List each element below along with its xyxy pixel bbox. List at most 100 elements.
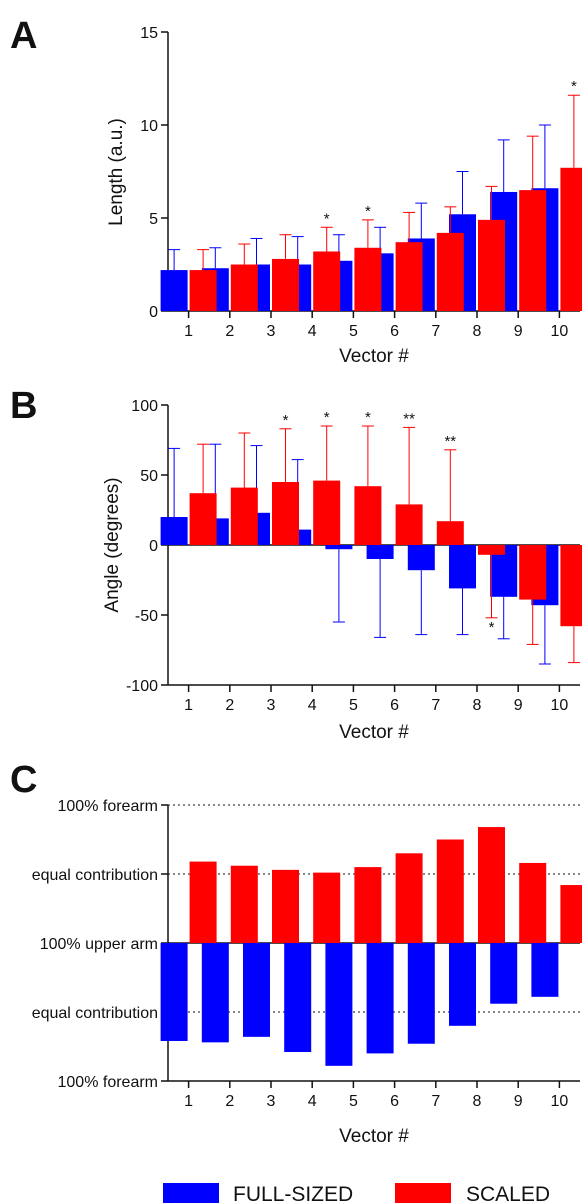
panel-c-x-tick-label: 4 [308, 1093, 317, 1110]
panel-a-letter: A [10, 15, 37, 57]
legend: FULL-SIZED SCALED [163, 1183, 550, 1203]
panel-c-bar-scaled [436, 839, 464, 943]
panel-b-bar-full [366, 545, 394, 559]
panel-b-x-tick-label: 5 [349, 697, 358, 714]
panel-c-bar-full [325, 943, 353, 1066]
panel-c-bar-full [449, 943, 476, 1026]
panel-c-y-tick-label: 100% forearm [58, 1074, 159, 1091]
panel-c-x-tick-label: 5 [349, 1093, 358, 1110]
panel-b-significance-marker: ** [403, 410, 415, 427]
panel-b-x-tick-label: 1 [184, 697, 193, 714]
panel-c-bar-scaled [272, 869, 299, 943]
panel-b-x-tick-label: 7 [431, 697, 440, 714]
panel-c-bar-scaled [478, 827, 505, 943]
panel-c-bar-scaled [395, 853, 423, 943]
panel-a-bar-scaled [230, 264, 258, 311]
panel-b-significance-marker: * [283, 412, 289, 429]
panel-a-xlabel: Vector # [339, 346, 409, 367]
panel-a-bar-scaled [478, 219, 505, 311]
panel-b-bar-scaled [354, 486, 382, 545]
panel-b-x-tick-label: 3 [267, 697, 276, 714]
panel-c-x-tick-label: 1 [184, 1093, 193, 1110]
panel-c-x-tick-label: 3 [267, 1093, 276, 1110]
panel-b-bar-scaled [395, 504, 423, 545]
panel-a-x-tick-label: 7 [431, 323, 440, 340]
panel-b-bar-scaled [313, 480, 341, 545]
panel-c-y-tick-label: 100% upper arm [40, 936, 158, 953]
panel-c-x-tick-label: 9 [514, 1093, 523, 1110]
panel-a-y-tick-label: 15 [140, 25, 158, 42]
panel-b-significance-marker: ** [444, 433, 456, 450]
panel-a-bar-scaled [436, 232, 464, 311]
panel-a-x-tick-label: 8 [473, 323, 482, 340]
panel-c-bar-scaled [560, 885, 582, 943]
panel-a-bar-scaled [354, 247, 382, 311]
panel-c-bar-full [284, 943, 312, 1053]
panel-c-y-tick-label: equal contribution [32, 867, 158, 884]
panel-a-y-tick-label: 10 [140, 118, 158, 135]
panel-b-bar-scaled [519, 545, 547, 600]
panel-c-bar-full [201, 943, 229, 1043]
panel-a-x-tick-label: 1 [184, 323, 193, 340]
panel-c-bar-full [160, 943, 188, 1041]
panel-b-bar-full [325, 545, 353, 550]
panel-c-bar-full [243, 943, 270, 1037]
panel-c-plot: 100% forearm equal contribution 100% upper… [32, 798, 582, 1110]
panel-a-bar-scaled [519, 190, 547, 311]
panel-c-bar-scaled [230, 865, 258, 943]
panel-b-x-tick-label: 4 [308, 697, 317, 714]
panel-b-y-tick-label: 50 [140, 468, 158, 485]
panel-b-x-tick-label: 2 [225, 697, 234, 714]
panel-c-bar-scaled [519, 862, 547, 943]
panel-a-x-tick-label: 2 [225, 323, 234, 340]
panel-b-y-tick-label: 100 [131, 398, 158, 415]
panel-a-bar-scaled [313, 251, 341, 311]
panel-a-y-tick-label: 0 [149, 304, 158, 321]
panel-a-bar-full [160, 270, 188, 311]
panel-c-bar-scaled [313, 872, 341, 943]
panel-b-bar-scaled [230, 487, 258, 545]
panel-a-significance-marker: * [365, 203, 371, 220]
panel-a-x-tick-label: 10 [551, 323, 569, 340]
panel-c-x-tick-label: 2 [225, 1093, 234, 1110]
panel-c-x-tick-label: 6 [390, 1093, 399, 1110]
panel-b-x-tick-label: 9 [514, 697, 523, 714]
panel-b-significance-marker: * [489, 619, 495, 636]
panel-c: C Vector # 100% forearm equal contributio… [10, 759, 582, 1147]
panel-b-bar-scaled [560, 545, 582, 627]
panel-c-bar-full [531, 943, 559, 997]
panel-c-bar-full [366, 943, 394, 1054]
legend-label-full: FULL-SIZED [233, 1183, 353, 1203]
panel-b-bar-full [160, 517, 188, 545]
legend-swatch-full [163, 1183, 219, 1203]
panel-a: A Length (a.u.) Vector # 0 5 10 15 1 2 3 4 5 6 7 8 9… [10, 15, 582, 367]
panel-b-significance-marker: * [324, 409, 330, 426]
panel-b-bar-scaled [478, 545, 505, 555]
panel-a-bar-scaled [189, 270, 217, 311]
panel-a-x-tick-label: 9 [514, 323, 523, 340]
panel-c-y-tick-label: equal contribution [32, 1005, 158, 1022]
panel-b-letter: B [10, 385, 37, 427]
panel-c-x-tick-label: 10 [551, 1093, 569, 1110]
panel-c-bar-scaled [354, 867, 382, 943]
panel-b-x-tick-label: 10 [551, 697, 569, 714]
panel-b-bar-scaled [189, 493, 217, 545]
panel-a-y-tick-label: 5 [149, 211, 158, 228]
panel-a-plot: 0 5 10 15 1 2 3 4 5 6 7 8 9 10 * * * [140, 25, 582, 340]
panel-c-bar-full [490, 943, 518, 1004]
panel-a-bar-scaled [395, 242, 423, 311]
panel-b-y-tick-label: 0 [149, 538, 158, 555]
panel-b-significance-marker: * [365, 409, 371, 426]
panel-a-bar-scaled [560, 167, 582, 311]
panel-a-significance-marker: * [571, 78, 577, 95]
panel-b-x-tick-label: 6 [390, 697, 399, 714]
panel-b-ylabel: Angle (degrees) [102, 477, 123, 612]
panel-a-x-tick-label: 6 [390, 323, 399, 340]
panel-c-x-tick-label: 8 [473, 1093, 482, 1110]
panel-b-y-tick-label: -50 [135, 608, 158, 625]
legend-label-scaled: SCALED [466, 1183, 550, 1203]
panel-b-xlabel: Vector # [339, 722, 409, 743]
panel-c-bar-scaled [189, 861, 217, 943]
